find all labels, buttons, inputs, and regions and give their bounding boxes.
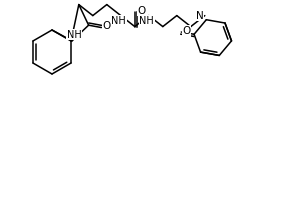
Text: NH: NH — [67, 30, 81, 40]
Text: N: N — [196, 11, 204, 21]
Text: O: O — [138, 6, 146, 16]
Text: NH: NH — [111, 16, 126, 26]
Text: NH: NH — [140, 16, 154, 26]
Text: O: O — [182, 26, 190, 36]
Text: O: O — [102, 21, 110, 31]
